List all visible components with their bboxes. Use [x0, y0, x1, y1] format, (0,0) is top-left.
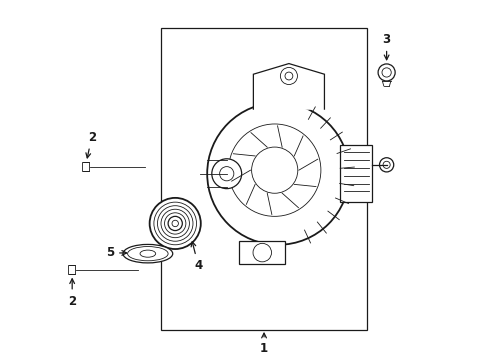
Circle shape	[251, 147, 297, 193]
Circle shape	[377, 64, 394, 81]
Circle shape	[149, 198, 201, 249]
Text: 4: 4	[191, 242, 202, 272]
Bar	[82, 162, 89, 171]
Text: 2: 2	[68, 279, 76, 307]
Circle shape	[280, 67, 297, 85]
Circle shape	[207, 103, 348, 245]
Circle shape	[228, 124, 320, 216]
Bar	[161, 28, 366, 330]
Text: 3: 3	[382, 33, 390, 60]
Polygon shape	[239, 241, 285, 264]
Circle shape	[211, 159, 241, 189]
Polygon shape	[253, 64, 324, 110]
Circle shape	[252, 243, 271, 262]
Text: 2: 2	[86, 131, 96, 158]
Bar	[68, 265, 75, 274]
Text: 1: 1	[260, 333, 267, 355]
Polygon shape	[340, 145, 372, 202]
Circle shape	[379, 158, 393, 172]
Ellipse shape	[123, 244, 172, 263]
Text: 5: 5	[105, 247, 126, 260]
Circle shape	[168, 216, 182, 230]
